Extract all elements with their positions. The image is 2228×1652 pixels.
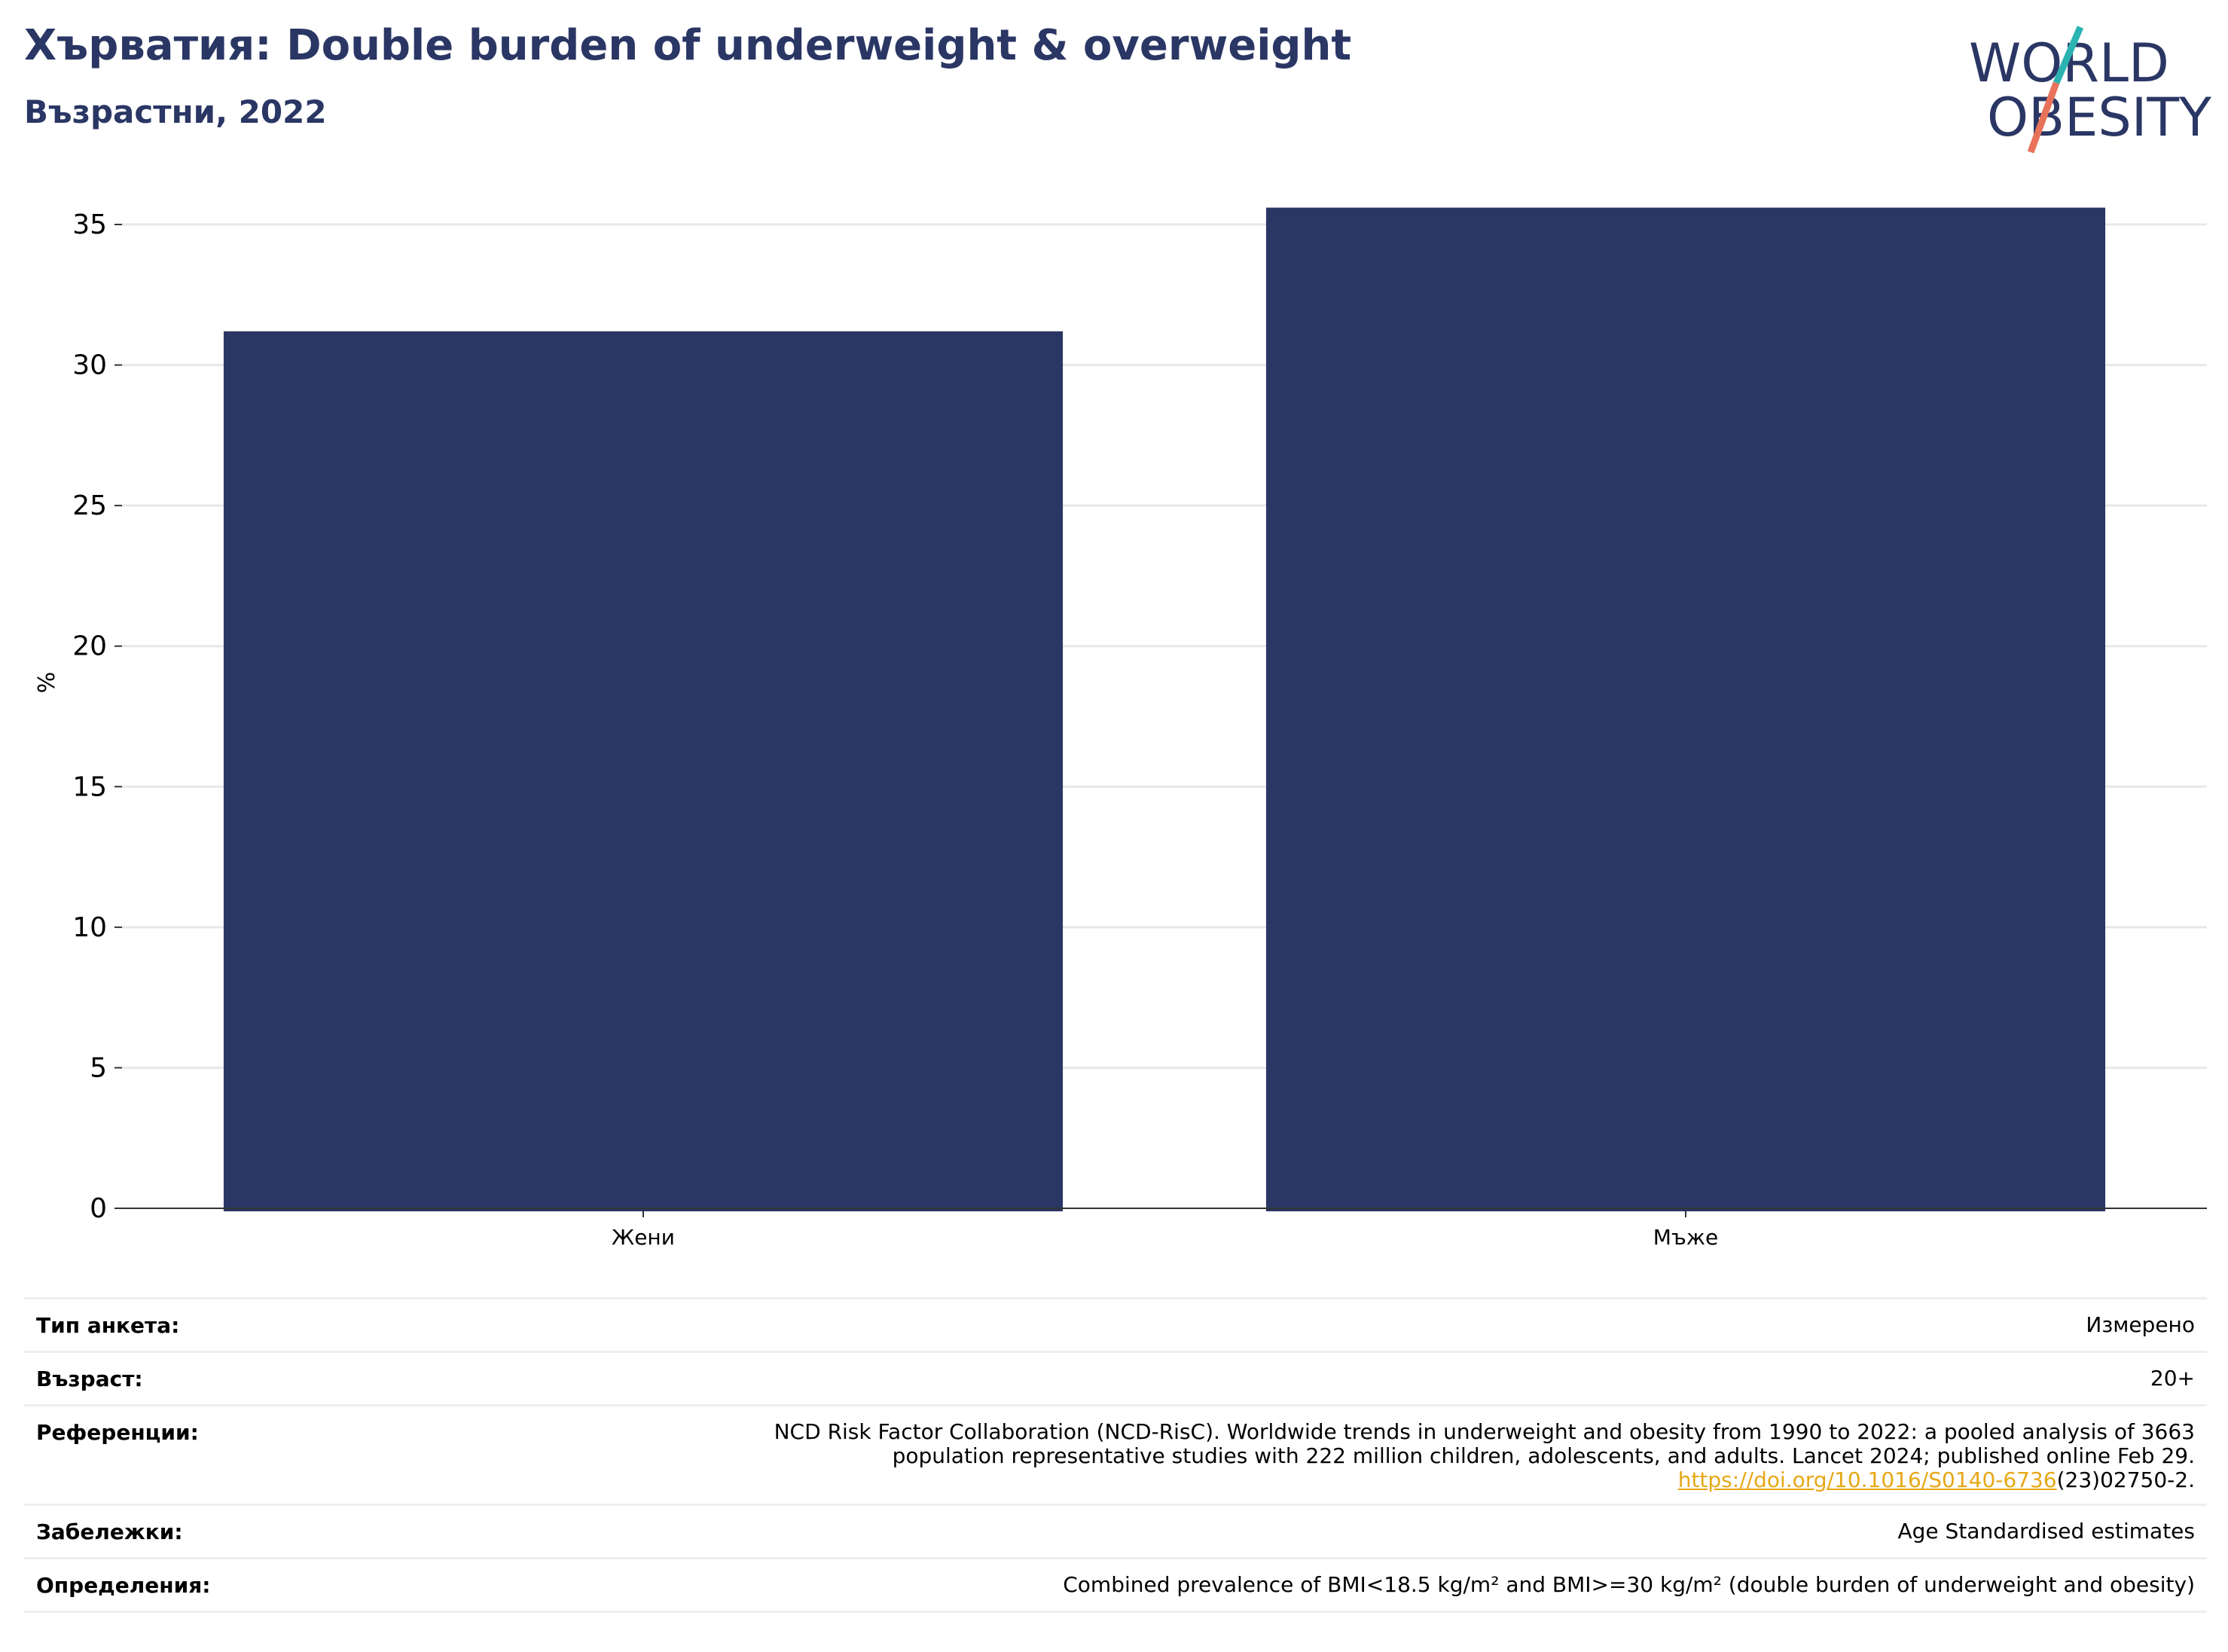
info-table: Тип анкета: Измерено Възраст: 20+ Рефере… xyxy=(24,1297,2207,1613)
references-line-1: NCD Risk Factor Collaboration (NCD-RisC)… xyxy=(774,1419,2195,1444)
logo-slash-top xyxy=(2053,26,2084,84)
doi-link[interactable]: https://doi.org/10.1016/S0140-6736 xyxy=(1677,1467,2057,1492)
x-tick-label: Мъже xyxy=(1653,1225,1718,1250)
bars xyxy=(223,207,2106,1211)
y-tick-label: 20 xyxy=(72,631,107,662)
chart-title: Хърватия: Double burden of underweight &… xyxy=(24,21,1352,70)
age-label: Възраст: xyxy=(24,1351,274,1406)
y-tick-label: 15 xyxy=(72,771,107,802)
world-obesity-logo: WORLD OBESITY xyxy=(1969,26,2211,154)
info-row-notes: Забележки: Age Standardised estimates xyxy=(24,1504,2207,1559)
references-line-3: https://doi.org/10.1016/S0140-6736(23)02… xyxy=(286,1468,2195,1492)
bar-2 xyxy=(1265,207,2106,1211)
y-tick-label: 10 xyxy=(72,912,107,943)
chart-subtitle: Възрастни, 2022 xyxy=(24,93,327,130)
age-value: 20+ xyxy=(274,1351,2207,1406)
notes-label: Забележки: xyxy=(24,1504,274,1559)
logo-word-obesity: OBESITY xyxy=(1987,87,2211,148)
y-tick-label: 25 xyxy=(72,490,107,521)
y-axis-label: % xyxy=(34,672,60,694)
logo-word-world: WORLD xyxy=(1969,32,2169,94)
logo-slash-bottom xyxy=(2027,81,2060,154)
survey-type-label: Тип анкета: xyxy=(24,1297,274,1353)
definitions-label: Определения: xyxy=(24,1557,274,1613)
bar-chart: 0 5 10 15 20 25 30 35 Жени Мъже % xyxy=(34,207,2207,1250)
info-row-definitions: Определения: Combined prevalence of BMI<… xyxy=(24,1557,2207,1613)
references-line-2: population representative studies with 2… xyxy=(892,1443,2195,1468)
x-tick-label: Жени xyxy=(612,1225,675,1250)
info-row-age: Възраст: 20+ xyxy=(24,1351,2207,1406)
y-tick-label: 0 xyxy=(90,1193,107,1224)
doi-suffix: (23)02750-2. xyxy=(2056,1467,2195,1492)
references-value: NCD Risk Factor Collaboration (NCD-RisC)… xyxy=(274,1404,2207,1506)
y-tick-label: 35 xyxy=(72,209,107,240)
y-tick-label: 30 xyxy=(72,350,107,381)
notes-value: Age Standardised estimates xyxy=(274,1504,2207,1559)
y-tick-label: 5 xyxy=(90,1052,107,1083)
info-row-references: Референции: NCD Risk Factor Collaboratio… xyxy=(24,1404,2207,1506)
definitions-value: Combined prevalence of BMI<18.5 kg/m² an… xyxy=(274,1557,2207,1613)
survey-type-value: Измерено xyxy=(274,1297,2207,1353)
info-row-survey-type: Тип анкета: Измерено xyxy=(24,1297,2207,1353)
bar-1 xyxy=(223,331,1064,1211)
axes: 0 5 10 15 20 25 30 35 Жени Мъже xyxy=(72,209,2207,1250)
references-label: Референции: xyxy=(24,1404,274,1506)
